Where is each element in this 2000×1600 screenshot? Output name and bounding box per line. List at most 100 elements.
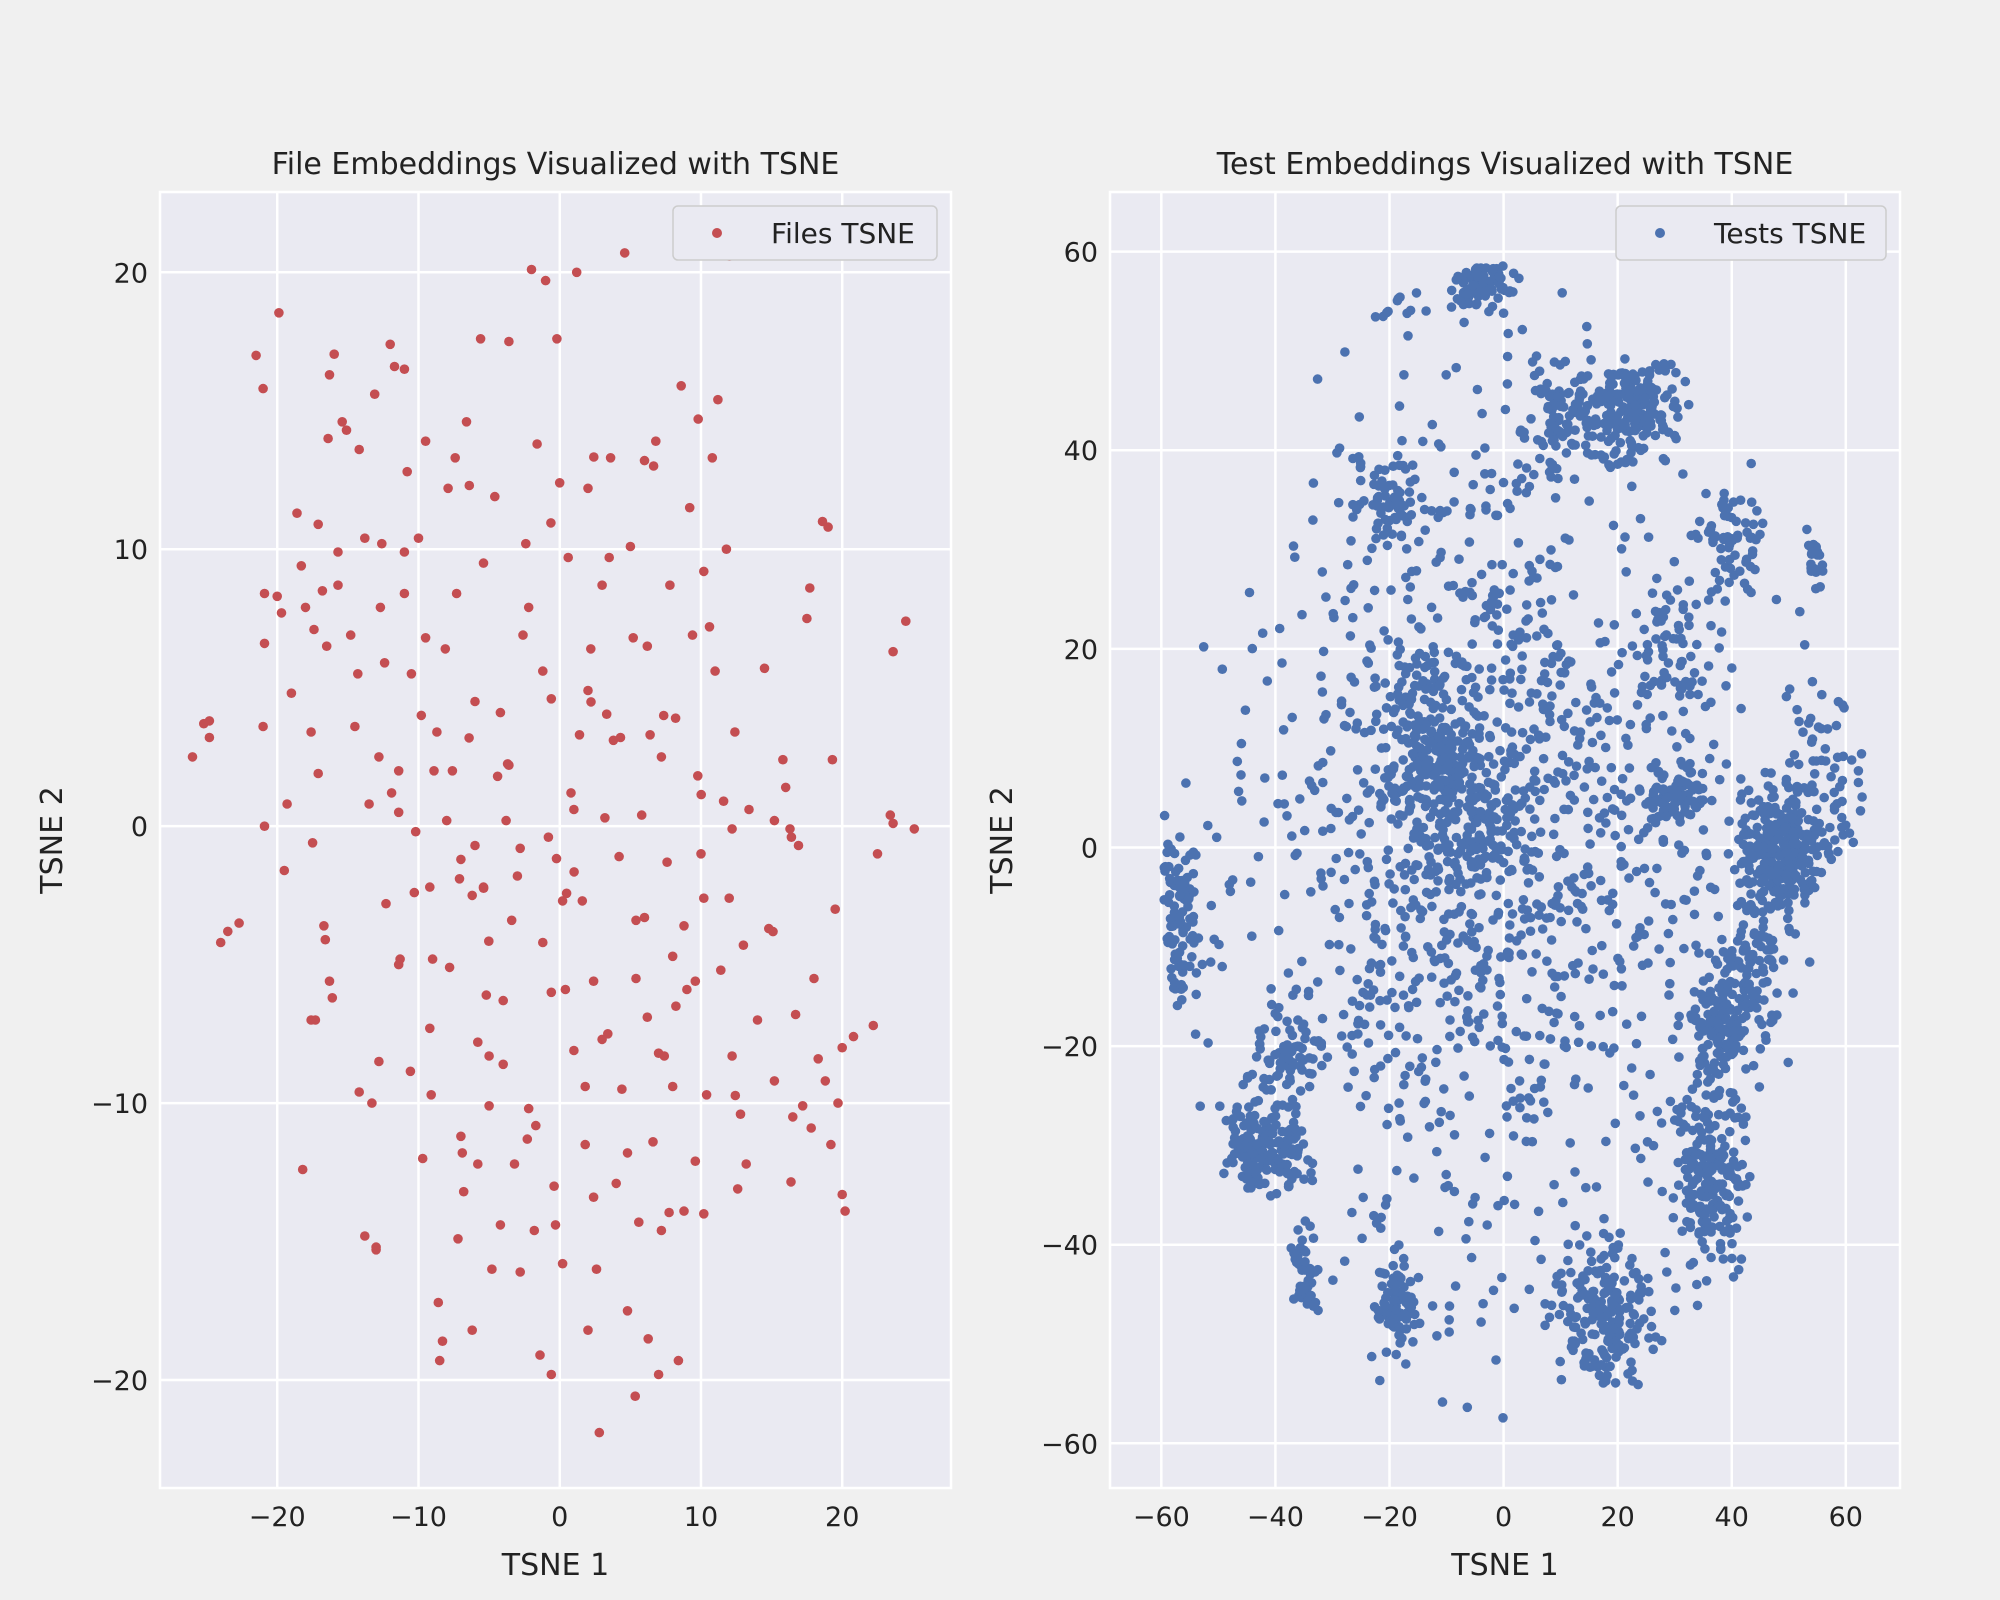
data-point: [327, 993, 338, 1003]
data-point: [1826, 771, 1836, 782]
data-point: [1482, 1220, 1492, 1230]
data-point: [1665, 595, 1676, 605]
data-point: [204, 716, 215, 726]
data-point: [1330, 904, 1340, 915]
data-point: [369, 389, 380, 400]
data-point: [769, 815, 780, 826]
data-point: [586, 644, 596, 654]
data-point: [1548, 412, 1559, 422]
data-point: [1495, 989, 1506, 1000]
data-point: [1291, 1108, 1301, 1119]
data-point: [1807, 875, 1817, 886]
data-point: [1372, 501, 1382, 511]
data-point: [1806, 559, 1816, 569]
data-point: [1317, 1060, 1327, 1071]
data-point: [1746, 458, 1756, 469]
data-point: [1807, 780, 1817, 790]
data-point: [1209, 934, 1219, 945]
data-point: [1514, 273, 1524, 284]
data-point: [1708, 1064, 1719, 1075]
data-point: [1427, 901, 1437, 912]
data-point: [1405, 1061, 1415, 1072]
data-point: [1602, 1370, 1612, 1381]
data-point: [1640, 671, 1650, 682]
data-point: [1383, 1030, 1394, 1041]
data-point: [1464, 751, 1475, 761]
data-point: [1265, 1191, 1276, 1201]
data-point: [1685, 733, 1695, 744]
data-point: [588, 976, 599, 986]
data-point: [1691, 1150, 1701, 1160]
data-point: [1328, 608, 1338, 619]
data-point: [1478, 975, 1488, 986]
data-point: [1787, 813, 1798, 824]
data-point: [1351, 724, 1361, 734]
data-point: [1507, 742, 1518, 752]
data-point: [1735, 495, 1746, 506]
data-point: [1383, 1103, 1394, 1114]
data-point: [1714, 643, 1724, 653]
data-point: [1525, 912, 1536, 923]
data-point: [1307, 1175, 1318, 1186]
data-point: [1606, 419, 1616, 429]
data-point: [1348, 612, 1358, 623]
data-point: [546, 518, 556, 528]
data-point: [1515, 1102, 1525, 1113]
data-point: [1581, 923, 1591, 934]
data-point: [1433, 876, 1443, 886]
data-point: [1255, 1039, 1265, 1049]
data-point: [523, 1103, 534, 1114]
data-point: [1395, 1311, 1406, 1322]
data-point: [341, 425, 352, 436]
data-point: [1173, 863, 1184, 874]
data-point: [1704, 1017, 1715, 1027]
data-point: [1436, 755, 1446, 766]
data-point: [630, 1391, 640, 1401]
data-point: [1574, 1240, 1585, 1250]
data-point: [1421, 758, 1431, 769]
data-point: [1498, 477, 1509, 488]
data-point: [1383, 1053, 1393, 1064]
data-point: [1419, 694, 1430, 705]
data-point: [1190, 1029, 1201, 1039]
data-point: [1725, 563, 1736, 574]
data-point: [1287, 831, 1297, 841]
data-point: [1181, 778, 1191, 788]
data-point: [586, 697, 596, 707]
data-point: [1516, 473, 1527, 484]
data-point: [1595, 698, 1605, 708]
data-point: [1757, 895, 1768, 906]
data-point: [1709, 884, 1720, 895]
data-point: [1640, 393, 1650, 404]
data-point: [1449, 467, 1459, 478]
data-point: [1803, 718, 1814, 728]
data-point: [1688, 1257, 1699, 1268]
data-point: [1471, 792, 1482, 803]
data-point: [1534, 366, 1545, 377]
data-point: [1677, 848, 1687, 858]
data-point: [1429, 666, 1440, 677]
data-point: [1408, 833, 1419, 843]
data-point: [1464, 537, 1475, 547]
data-point: [1674, 691, 1685, 701]
data-point: [1454, 798, 1464, 809]
data-point: [1380, 773, 1390, 783]
data-point: [1247, 643, 1258, 654]
data-point: [1701, 848, 1711, 859]
data-point: [1658, 651, 1668, 662]
data-point: [1473, 1015, 1483, 1026]
data-point: [1611, 1352, 1621, 1362]
data-point: [1630, 1143, 1641, 1154]
data-point: [1343, 1082, 1353, 1092]
data-point: [1853, 766, 1864, 776]
data-point: [1308, 1054, 1318, 1064]
data-point: [1363, 1038, 1374, 1048]
data-point: [1698, 795, 1708, 805]
data-point: [1324, 939, 1335, 950]
data-point: [1817, 560, 1828, 570]
data-point: [1625, 793, 1636, 804]
data-point: [721, 544, 732, 554]
data-point: [1768, 944, 1779, 954]
data-point: [1390, 704, 1400, 714]
data-point: [467, 890, 478, 901]
